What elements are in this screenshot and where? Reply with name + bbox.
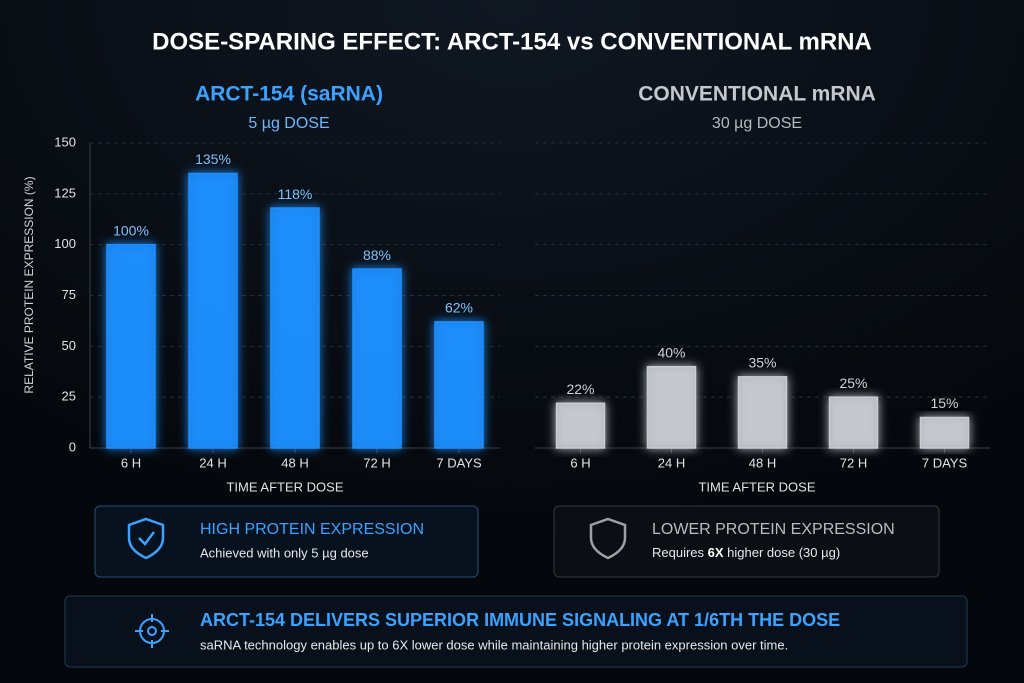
value-label: 88% bbox=[363, 247, 391, 263]
y-axis-label: RELATIVE PROTEIN EXPRESSION (%) bbox=[22, 176, 36, 393]
y-tick-label: 100 bbox=[54, 236, 76, 251]
summary-box bbox=[64, 595, 968, 668]
bar bbox=[555, 402, 606, 449]
callout-text: Achieved with only 5 µg dose bbox=[200, 545, 369, 560]
value-label: 25% bbox=[839, 375, 867, 391]
x-tick-label: 72 H bbox=[363, 455, 390, 470]
callout-box bbox=[94, 505, 479, 578]
x-tick-label: 72 H bbox=[840, 455, 867, 470]
chart-subtitle: 30 µg DOSE bbox=[712, 115, 802, 132]
x-axis-label: TIME AFTER DOSE bbox=[698, 479, 815, 494]
text-part: higher dose (30 µg) bbox=[724, 545, 841, 560]
y-tick-label: 150 bbox=[54, 134, 76, 149]
callout-title: LOWER PROTEIN EXPRESSION bbox=[652, 521, 895, 538]
callout-box bbox=[553, 505, 940, 578]
bar bbox=[919, 416, 970, 449]
plots: 0 25 50 75 100 125 150 6 H 100% 24 H 135% 48 H 118% 7… bbox=[54, 134, 990, 470]
x-tick-label: 24 H bbox=[199, 455, 226, 470]
callout-text: Requires 6X higher dose (30 µg) bbox=[652, 545, 840, 560]
chart-title: CONVENTIONAL mRNA bbox=[638, 83, 876, 106]
bar bbox=[352, 268, 402, 449]
bar bbox=[106, 243, 156, 449]
bar bbox=[646, 365, 697, 449]
bar bbox=[188, 172, 238, 449]
value-label: 15% bbox=[930, 395, 958, 411]
x-axis-label: TIME AFTER DOSE bbox=[226, 479, 343, 494]
chart-subtitle: 5 µg DOSE bbox=[248, 115, 329, 132]
check-icon bbox=[138, 531, 155, 546]
bar bbox=[270, 207, 320, 449]
x-tick-label: 6 H bbox=[570, 455, 590, 470]
bar bbox=[434, 321, 484, 449]
value-label: 100% bbox=[113, 222, 149, 238]
value-label: 22% bbox=[566, 381, 594, 397]
bar bbox=[737, 376, 788, 449]
callout-title: HIGH PROTEIN EXPRESSION bbox=[200, 521, 424, 538]
value-label: 118% bbox=[278, 186, 313, 202]
page-title: DOSE-SPARING EFFECT: ARCT-154 vs CONVENT… bbox=[152, 28, 872, 55]
value-label: 62% bbox=[445, 300, 473, 316]
value-label: 135% bbox=[195, 151, 231, 167]
summary-title: ARCT-154 DELIVERS SUPERIOR IMMUNE SIGNAL… bbox=[200, 610, 840, 630]
chart-title: ARCT-154 (saRNA) bbox=[195, 83, 383, 106]
bar bbox=[828, 396, 879, 449]
x-tick-label: 48 H bbox=[749, 455, 776, 470]
x-tick-label: 6 H bbox=[121, 455, 141, 470]
x-tick-label: 24 H bbox=[658, 455, 685, 470]
value-label: 35% bbox=[748, 355, 776, 371]
x-tick-label: 48 H bbox=[281, 455, 308, 470]
target-icon bbox=[135, 614, 169, 648]
value-label: 40% bbox=[657, 344, 685, 360]
text-part: Requires bbox=[652, 545, 708, 560]
summary-text: saRNA technology enables up to 6X lower … bbox=[200, 637, 788, 652]
x-tick-label: 7 DAYS bbox=[922, 455, 968, 470]
y-tick-label: 25 bbox=[62, 389, 76, 404]
y-tick-label: 0 bbox=[69, 439, 76, 454]
text-emphasis: 6X bbox=[708, 545, 724, 560]
shield-icon bbox=[589, 517, 627, 560]
y-tick-label: 75 bbox=[62, 287, 76, 302]
shield-icon bbox=[127, 517, 165, 560]
y-tick-label: 125 bbox=[54, 185, 76, 200]
x-tick-label: 7 DAYS bbox=[436, 455, 482, 470]
y-tick-label: 50 bbox=[62, 338, 76, 353]
